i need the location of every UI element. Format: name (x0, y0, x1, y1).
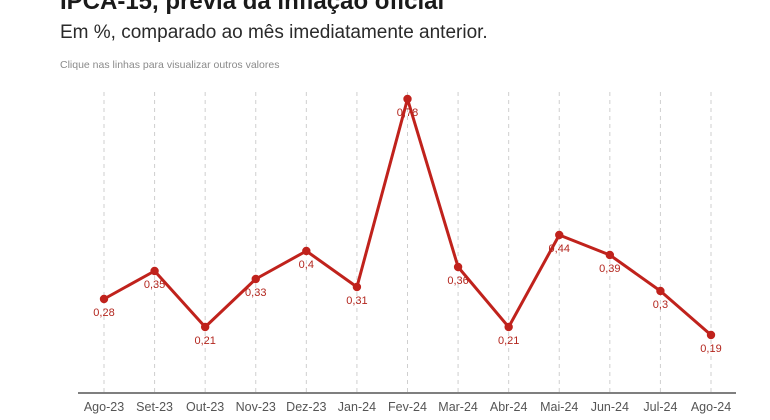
data-label: 0,19 (700, 343, 721, 355)
data-label: 0,44 (549, 243, 570, 255)
data-point[interactable] (656, 286, 665, 296)
data-label: 0,33 (245, 287, 266, 299)
x-tick-label: Mai-24 (540, 400, 578, 414)
x-tick-label: Nov-23 (236, 400, 276, 414)
data-point[interactable] (99, 294, 109, 304)
data-point[interactable] (150, 266, 159, 276)
data-point[interactable] (302, 246, 311, 256)
data-label: 0,36 (447, 275, 468, 287)
x-tick-label: Jan-24 (338, 400, 376, 414)
x-tick-label: Mar-24 (438, 400, 478, 414)
x-tick-label: Jul-24 (643, 400, 677, 414)
data-point[interactable] (352, 282, 362, 292)
data-label: 0,21 (194, 335, 215, 347)
data-label: 0,4 (299, 259, 314, 271)
data-point[interactable] (251, 274, 260, 284)
data-point[interactable] (605, 250, 615, 260)
data-point[interactable] (504, 322, 513, 332)
x-tick-label: Out-23 (186, 400, 224, 414)
x-tick-label: Dez-23 (286, 400, 326, 414)
data-label: 0,21 (498, 335, 519, 347)
data-point[interactable] (200, 322, 210, 332)
data-label: 0,31 (346, 295, 367, 307)
data-point[interactable] (706, 330, 716, 340)
data-point[interactable] (403, 94, 412, 104)
chart-subtitle: Em %, comparado ao mês imediatamente ant… (60, 22, 488, 43)
x-tick-label: Ago-24 (691, 400, 731, 414)
x-tick-label: Set-23 (136, 400, 173, 414)
data-label: 0,39 (599, 263, 620, 275)
data-label: 0,3 (653, 299, 668, 311)
chart-title: IPCA-15, prévia da inflação oficial (60, 0, 445, 15)
data-point[interactable] (453, 262, 463, 272)
chart-hint: Clique nas linhas para visualizar outros… (60, 59, 280, 71)
x-tick-label: Abr-24 (490, 400, 528, 414)
data-label: 0,78 (397, 107, 418, 119)
x-tick-label: Jun-24 (591, 400, 629, 414)
data-label: 0,35 (144, 279, 165, 291)
x-tick-label: Fev-24 (388, 400, 427, 414)
data-point[interactable] (555, 230, 564, 240)
x-tick-label: Ago-23 (84, 400, 124, 414)
data-label: 0,28 (93, 307, 114, 319)
